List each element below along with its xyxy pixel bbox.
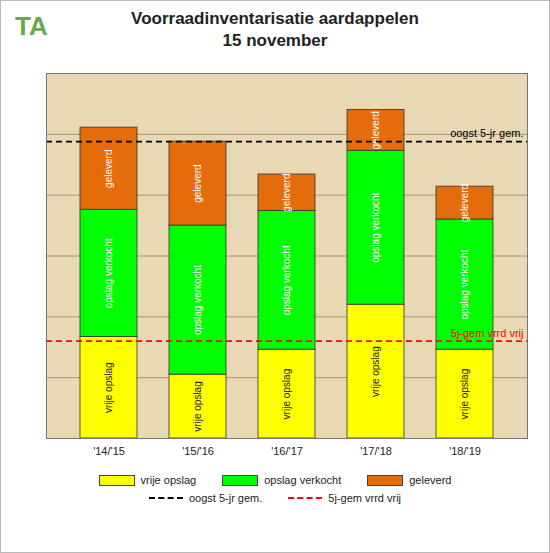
- html-text:vrije opslag: vrije opslag: [140, 474, 197, 486]
- svg-text:vrije opslag: vrije opslag: [370, 346, 381, 397]
- svg-text:geleverd: geleverd: [370, 111, 381, 149]
- svg-text:oogst 5-jr gem.: oogst 5-jr gem.: [450, 127, 523, 139]
- svg-text:geleverd: geleverd: [459, 184, 470, 222]
- svg-text:opslag verkocht: opslag verkocht: [370, 192, 381, 262]
- svg-text:geleverd: geleverd: [103, 150, 114, 188]
- svg-text:vrije opslag: vrije opslag: [459, 369, 470, 420]
- svg-text:vrije opslag: vrije opslag: [281, 369, 292, 420]
- svg-text:5j-gem vrrd vrij: 5j-gem vrrd vrij: [451, 327, 524, 339]
- svg-text:vrije opslag: vrije opslag: [192, 381, 203, 432]
- html-text:oogst 5-jr gem.: oogst 5-jr gem.: [188, 492, 263, 504]
- svg-text:opslag verkocht: opslag verkocht: [459, 249, 470, 319]
- svg-text:'14/'15: '14/'15: [93, 445, 125, 457]
- svg-text:'17/'18: '17/'18: [360, 445, 392, 457]
- html-text:Voorraadinventarisatie aardapp: Voorraadinventarisatie aardappelen: [131, 9, 419, 28]
- svg-text:'15/'16: '15/'16: [182, 445, 214, 457]
- svg-text:geleverd: geleverd: [192, 164, 203, 202]
- html-text:geleverd: geleverd: [409, 474, 452, 486]
- svg-text:geleverd: geleverd: [281, 174, 292, 212]
- svg-text:vrije opslag: vrije opslag: [103, 362, 114, 413]
- html-text:15 november: 15 november: [222, 31, 328, 50]
- html-text:opslag verkocht: opslag verkocht: [264, 474, 342, 486]
- html-text:TA: TA: [15, 11, 48, 41]
- svg-text:opslag verkocht: opslag verkocht: [103, 238, 114, 308]
- html-text:5j-gem vrrd vrij: 5j-gem vrrd vrij: [328, 492, 401, 504]
- svg-text:'18/'19: '18/'19: [449, 445, 481, 457]
- svg-text:'16/'17: '16/'17: [271, 445, 303, 457]
- svg-text:opslag verkocht: opslag verkocht: [281, 245, 292, 315]
- svg-text:opslag verkocht: opslag verkocht: [192, 265, 203, 335]
